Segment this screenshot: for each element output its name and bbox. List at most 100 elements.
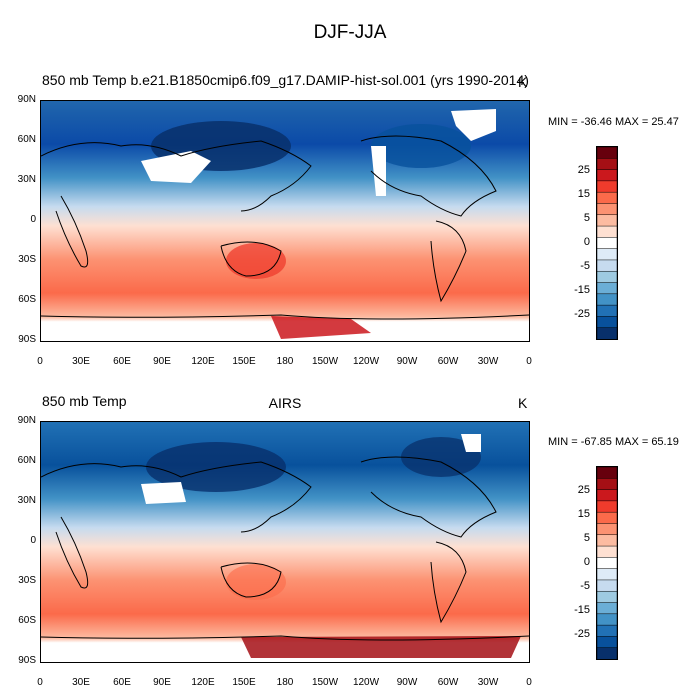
panel-1-lon-label: 90E [153,356,171,367]
colorbar-box [596,225,618,239]
panel-2-map [40,421,530,663]
colorbar-box [596,259,618,272]
panel-1-lon-label: 180 [276,356,294,367]
panel-2-lat-label: 30N [17,495,36,506]
panel-1-lon-label: 120E [191,356,215,367]
panel-1-lat-label: 0 [30,214,36,225]
colorbar-box [596,327,618,340]
colorbar-box [596,557,618,570]
colorbar-box [596,590,618,604]
panel-2-lon-label: 120W [352,677,380,688]
panel-2-lon-label: 60W [437,677,459,688]
panel-2-lat-label: 90S [18,655,36,666]
colorbar-box [596,568,618,581]
panel-2-lon-label: 0 [526,677,532,688]
colorbar-box [596,270,618,284]
coastlines [41,456,529,641]
panel-1-colorbar-label: 0 [583,236,590,248]
panel-2-lat-label: 90N [17,415,36,426]
panel-2-colorbar-label: 0 [583,556,590,568]
panel-2-lon-label: 90E [153,677,171,688]
panel-1-colorbar-boxes [596,146,618,340]
panel-1-lat-label: 60S [18,294,36,305]
colorbar-box [596,214,618,227]
panel-2-lon-label: 30E [72,677,90,688]
colorbar-box [596,500,618,513]
panel-1-lon-label: 90W [396,356,418,367]
colorbar-box [596,466,618,480]
colorbar-box [596,237,618,250]
panel-2-left-title: 850 mb Temp [42,393,127,409]
australia-warm [226,243,286,279]
panel-2-colorbar-boxes [596,466,618,660]
panel-1-map [40,100,530,342]
colorbar-box [596,613,618,626]
colorbar-box [596,579,618,592]
antarctica-warm [271,316,371,339]
main-title: DJF-JJA [313,22,387,43]
panel-2-unit: K [518,395,528,411]
panel-1-colorbar-label: 15 [577,188,590,200]
colorbar-box [596,602,618,615]
panel-2-lat-label: 60N [17,455,36,466]
colorbar-box [596,180,618,193]
colorbar-box [596,191,618,205]
canada-cold [401,437,481,477]
panel-1-left-title: 850 mb Temp b.e21.B1850cmip6.f09_g17.DAM… [42,72,529,88]
panel-2-min-max: MIN = -67.85 MAX = 65.19 [548,436,679,448]
panel-1-min-max: MIN = -36.46 MAX = 25.47 [548,116,679,128]
panel-1-lon-label: 120W [352,356,380,367]
tibet-mask [141,482,186,504]
rockies-mask [371,146,386,196]
colorbar-box [596,203,618,216]
panel-2-lon-label: 120E [191,677,215,688]
panel-2-lon-label: 60E [113,677,131,688]
colorbar-box [596,523,618,536]
panel-2-lon-label: 150E [232,677,256,688]
canada-cold [371,124,471,168]
panel-2-lat-label: 0 [30,535,36,546]
colorbar-box [596,647,618,660]
panel-1-lon-label: 60W [437,356,459,367]
panel-2-colorbar-label: -15 [574,604,590,616]
panel-1-field [41,101,529,341]
colorbar-box [596,158,618,171]
panel-1-lon-label: 60E [113,356,131,367]
colorbar-box [596,282,618,295]
colorbar-box [596,545,618,559]
panel-2-field [41,422,529,662]
colorbar-box [596,169,618,182]
colorbar-box [596,511,618,525]
colorbar-box [596,624,618,638]
panel-2-colorbar-label: 5 [583,532,590,544]
panel-2-lon-label: 0 [37,677,43,688]
coastlines [41,135,529,320]
panel-1-lat-label: 90S [18,334,36,345]
colorbar-box [596,293,618,306]
panel-1-colorbar-label: -15 [574,284,590,296]
panel-2-colorbar-label: -5 [580,580,590,592]
greenland-mask [451,109,496,141]
panel-1-lon-label: 30W [477,356,499,367]
colorbar-box [596,636,618,649]
tibet-mask [141,151,211,183]
panel-2-lon-label: 150W [311,677,339,688]
colorbar-box [596,534,618,547]
panel-1-lon-label: 150W [311,356,339,367]
colorbar-box [596,489,618,502]
panel-2-lon-label: 30W [477,677,499,688]
panel-2-colorbar-label: 25 [577,484,590,496]
australia-warm [226,564,286,600]
colorbar-box [596,304,618,318]
panel-2-lon-label: 90W [396,677,418,688]
panel-1-colorbar-label: 25 [577,164,590,176]
panel-1-lat-label: 30S [18,254,36,265]
panel-2-center-title: AIRS [268,395,302,411]
panel-2-colorbar-label: -25 [574,628,590,640]
panel-1-lon-label: 30E [72,356,90,367]
panel-1-lon-label: 0 [526,356,532,367]
panel-2-lon-label: 180 [276,677,294,688]
colorbar-box [596,248,618,261]
panel-1-colorbar-label: 5 [583,212,590,224]
panel-2-colorbar-label: 15 [577,508,590,520]
